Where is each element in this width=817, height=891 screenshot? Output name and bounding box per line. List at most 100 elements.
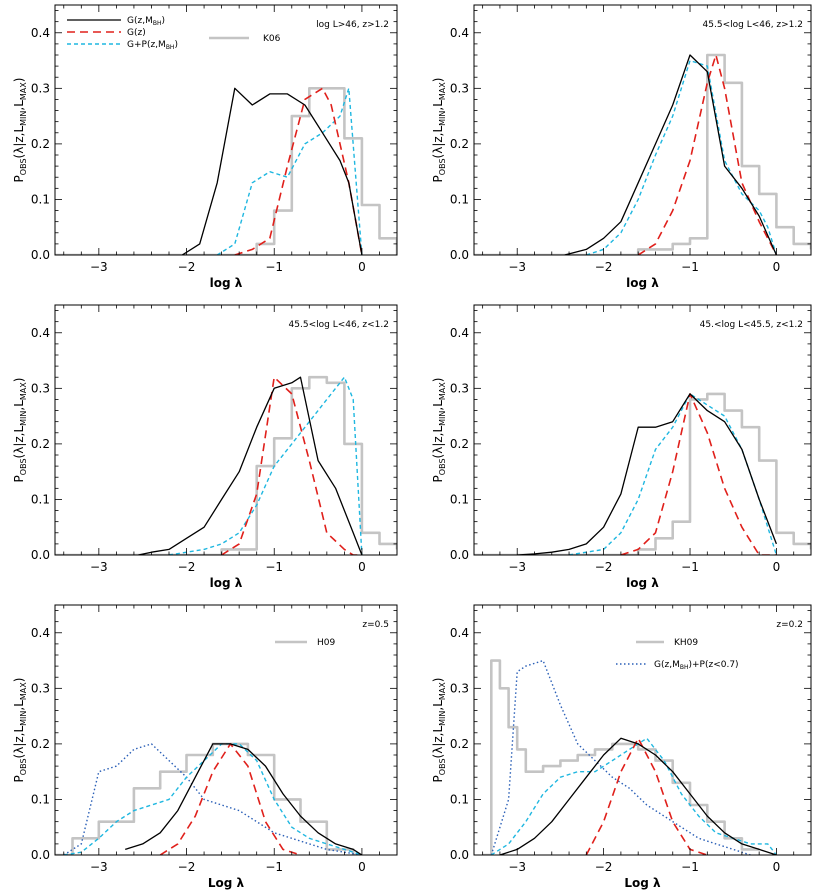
panel-3: −3 −2 −1 0 0.0 0.1 0.2 0.3 0.4 log λ POBS(λ|z,LMIN…	[12, 304, 398, 590]
series-gray-line	[482, 659, 760, 855]
plot-frame	[54, 604, 398, 856]
plot-frame	[54, 304, 398, 556]
panel-annotation: 45.5<log L<46, z<1.2	[289, 320, 389, 330]
x-tick-label: 0	[358, 260, 366, 274]
series-black-line	[499, 737, 777, 855]
y-tick-label: 0.1	[31, 492, 50, 506]
series-red-line	[585, 737, 708, 855]
series-gray-line	[55, 375, 397, 555]
legend-label: K06	[263, 34, 281, 44]
series-red-line	[221, 376, 362, 555]
series-blue-line	[63, 743, 363, 855]
plot-frame	[473, 604, 812, 856]
y-axis-label: POBS(λ|z,LMIN,LMAX)	[431, 678, 447, 783]
y-axis-label: POBS(λ|z,LMIN,LMAX)	[431, 78, 447, 183]
series-group	[55, 375, 397, 555]
x-tick-label: −2	[595, 860, 613, 874]
series-group	[55, 742, 363, 855]
x-tick-label: −2	[178, 560, 196, 574]
series-group	[474, 392, 811, 555]
x-tick-label: 0	[773, 260, 781, 274]
series-red-line	[234, 87, 363, 255]
y-tick-label: 0.0	[450, 848, 469, 862]
y-axis-label: POBS(λ|z,LMIN,LMAX)	[12, 378, 28, 483]
x-axis-label: Log λ	[208, 876, 245, 890]
panel-annotation: 45.<log L<45.5, z<1.2	[700, 320, 803, 330]
x-tick-label: −2	[595, 560, 613, 574]
x-axis-label: log λ	[210, 576, 243, 590]
y-tick-label: 0.3	[31, 681, 50, 695]
series-gray-line	[474, 53, 811, 255]
legend-label: G(z,MBH)	[127, 16, 165, 27]
series-group	[474, 53, 811, 255]
y-tick-label: 0.4	[31, 626, 50, 640]
y-tick-label: 0.1	[450, 192, 469, 206]
x-tick-label: −1	[681, 260, 699, 274]
y-tick-label: 0.0	[31, 248, 50, 262]
series-cyan-line	[168, 376, 363, 555]
y-tick-label: 0.2	[31, 437, 50, 451]
y-tick-label: 0.1	[31, 192, 50, 206]
y-tick-label: 0.2	[31, 137, 50, 151]
series-black-line	[181, 87, 363, 255]
series-black-line	[125, 743, 363, 855]
series-cyan-line	[586, 59, 778, 255]
y-tick-label: 0.0	[31, 548, 50, 562]
y-tick-label: 0.0	[450, 548, 469, 562]
y-tick-label: 0.2	[450, 437, 469, 451]
y-tick-label: 0.4	[31, 326, 50, 340]
y-tick-label: 0.1	[31, 792, 50, 806]
panel-annotation: log L>46, z>1.2	[316, 20, 389, 30]
series-red-line	[620, 393, 777, 555]
panel-2: −3 −2 −1 0 0.0 0.1 0.2 0.3 0.4 log λ POBS(λ|z,LMIN…	[431, 4, 812, 290]
x-axis-label: Log λ	[624, 876, 661, 890]
y-axis-label: POBS(λ|z,LMIN,LMAX)	[12, 678, 28, 783]
y-tick-label: 0.4	[450, 626, 469, 640]
y-tick-label: 0.3	[450, 81, 469, 95]
x-tick-label: −1	[265, 860, 283, 874]
series-group	[482, 659, 777, 855]
y-tick-label: 0.3	[31, 381, 50, 395]
x-tick-label: −1	[681, 560, 699, 574]
x-tick-label: −3	[508, 260, 526, 274]
panel-annotation: z=0.5	[362, 620, 389, 630]
x-tick-label: −1	[265, 260, 283, 274]
y-axis-label: POBS(λ|z,LMIN,LMAX)	[12, 78, 28, 183]
legend-entry-blue: G(z,MBH)+P(z<0.7)	[616, 660, 739, 671]
series-gray-line	[55, 742, 362, 855]
series-gray-line	[55, 87, 397, 255]
legend-entry-red: G(z)	[67, 28, 146, 38]
x-tick-label: −3	[90, 260, 108, 274]
x-tick-label: 0	[358, 860, 366, 874]
x-axis-label: log λ	[210, 276, 243, 290]
x-tick-label: −1	[681, 860, 699, 874]
x-tick-label: −2	[178, 260, 196, 274]
legend-entry-black: G(z,MBH)	[67, 16, 165, 27]
legend-label: KH09	[674, 638, 698, 648]
x-tick-label: −3	[508, 860, 526, 874]
y-tick-label: 0.1	[450, 792, 469, 806]
legend-label: G+P(z,MBH)	[127, 40, 178, 51]
y-axis-label: POBS(λ|z,LMIN,LMAX)	[431, 378, 447, 483]
plot-frame	[473, 304, 812, 556]
legend-entry-gray: KH09	[636, 638, 698, 648]
x-tick-label: −2	[595, 260, 613, 274]
series-black-line	[517, 393, 778, 555]
y-tick-label: 0.2	[450, 737, 469, 751]
series-cyan-line	[216, 87, 363, 255]
legend-label: G(z)	[127, 28, 146, 38]
y-tick-label: 0.4	[450, 326, 469, 340]
panel-annotation: 45.5<log L<46, z>1.2	[703, 20, 803, 30]
y-tick-label: 0.2	[450, 137, 469, 151]
series-black-line	[564, 54, 777, 255]
panel-6: −3 −2 −1 0 0.0 0.1 0.2 0.3 0.4 Log λ POBS(λ|z,LMIN…	[431, 604, 812, 890]
series-black-line	[138, 376, 363, 555]
legend-label: G(z,MBH)+P(z<0.7)	[654, 660, 739, 671]
y-tick-label: 0.3	[31, 81, 50, 95]
series-blue-line	[490, 659, 751, 855]
x-tick-label: 0	[773, 560, 781, 574]
y-tick-label: 0.3	[450, 381, 469, 395]
x-axis-label: log λ	[626, 576, 659, 590]
legend-entry-cyan: G+P(z,MBH)	[67, 40, 178, 51]
